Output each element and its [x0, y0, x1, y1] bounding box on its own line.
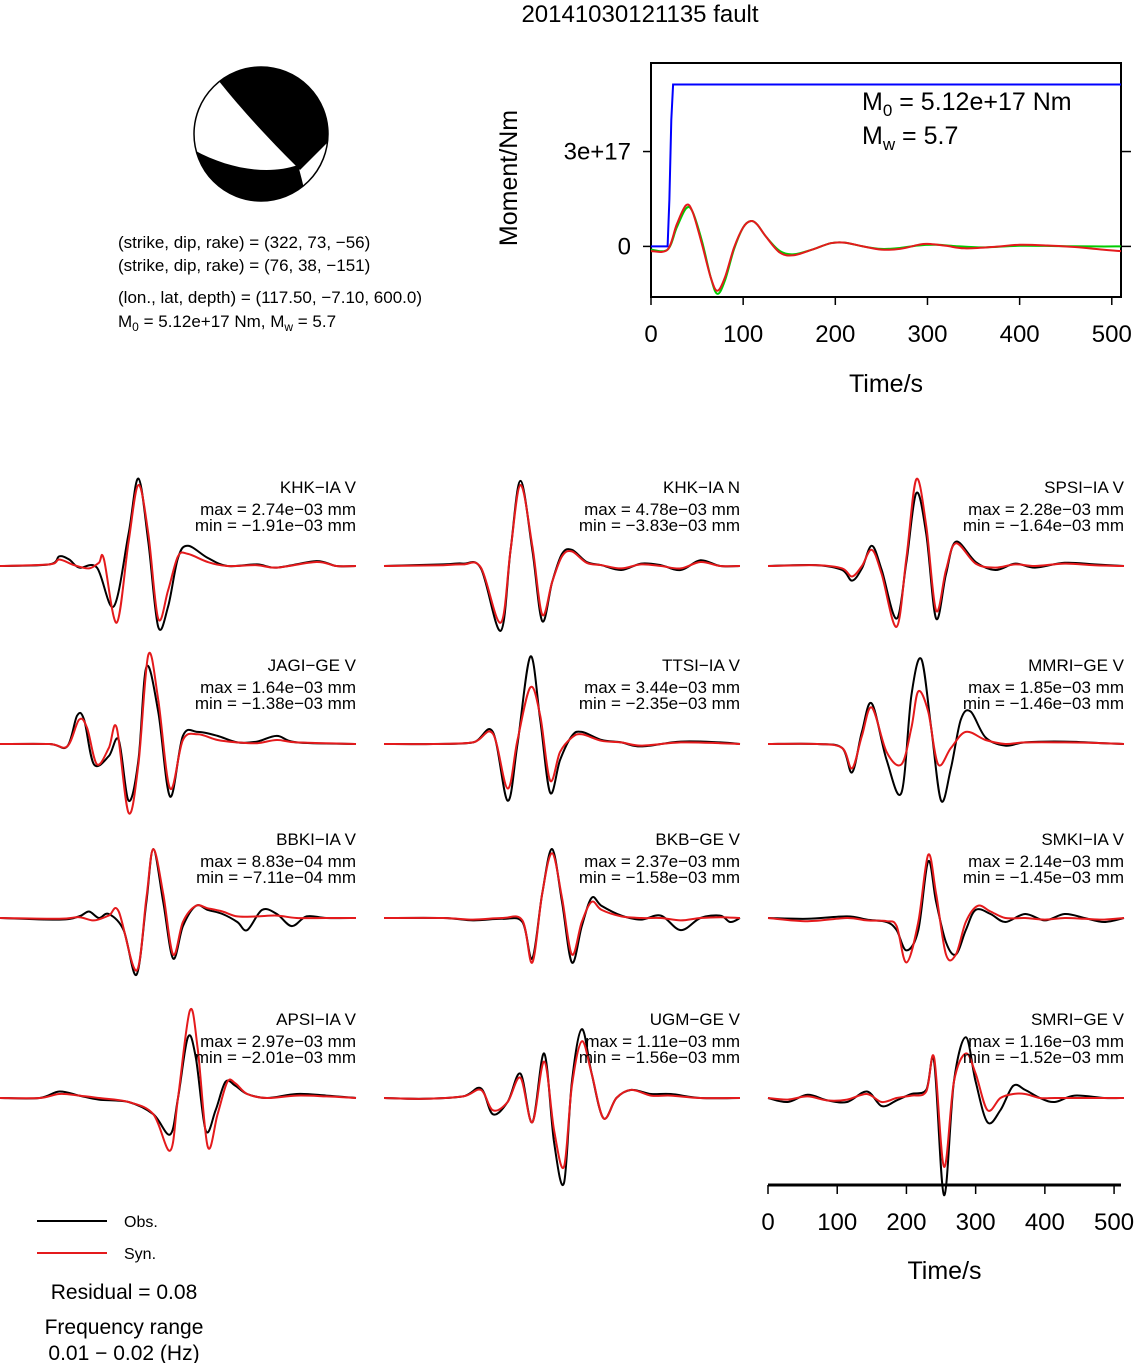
station-min: min = −3.83e−03 mm	[579, 516, 740, 535]
synthetic-trace	[767, 853, 1125, 964]
stf-x-tick-label: 0	[644, 321, 657, 348]
moment-text: M0 = 5.12e+17 Nm, Mw = 5.7	[118, 312, 336, 334]
stf-series-cumulative	[651, 83, 1121, 248]
station-name: BKB−GE V	[655, 830, 740, 849]
synthetic-trace	[383, 1040, 741, 1170]
synthetic-trace	[767, 477, 1125, 628]
moment-rate-chart: 0 100 200 300 400 500 0 3e+17 Time/s Moment/Nm M0 …	[495, 62, 1132, 398]
station-min: min = −1.45e−03 mm	[963, 868, 1124, 887]
station-min: min = −2.01e−03 mm	[195, 1048, 356, 1067]
station-max: max = 1.85e−03 mm	[968, 678, 1124, 697]
beachball	[193, 66, 329, 202]
stf-x-tick-label: 400	[1000, 321, 1040, 348]
station-min: min = −1.91e−03 mm	[195, 516, 356, 535]
station-min: min = −1.64e−03 mm	[963, 516, 1124, 535]
synthetic-trace	[0, 651, 357, 815]
figure-title: 20141030121135 fault	[521, 1, 758, 28]
station-name: UGM−GE V	[650, 1010, 741, 1029]
synthetic-trace	[0, 1007, 357, 1152]
synthetic-trace	[767, 1052, 1124, 1168]
station-name: SPSI−IA V	[1044, 478, 1125, 497]
synthetic-trace	[383, 483, 741, 624]
synthetic-trace	[0, 483, 357, 624]
frequency-range-label: Frequency range	[45, 1316, 204, 1339]
station-min: min = −7.11e−04 mm	[196, 868, 356, 887]
station-name: KHK−IA V	[280, 478, 357, 497]
waveform-x-tick-label: 400	[1025, 1209, 1065, 1236]
stf-plot-frame	[650, 62, 1122, 298]
stf-y-tick-label: 0	[618, 233, 631, 260]
stf-x-tick-label: 200	[815, 321, 855, 348]
waveform-x-tick-label: 500	[1094, 1209, 1134, 1236]
station-min: min = −1.52e−03 mm	[963, 1048, 1124, 1067]
station-name: KHK−IA N	[663, 478, 740, 497]
station-max: max = 4.78e−03 mm	[584, 500, 740, 519]
synthetic-trace	[383, 852, 741, 964]
station-name: APSI−IA V	[276, 1010, 357, 1029]
station-name: SMKI−IA V	[1041, 830, 1124, 849]
stf-y-axis-label: Moment/Nm	[495, 110, 523, 246]
stf-x-axis-label: Time/s	[849, 370, 923, 398]
waveform-x-axis-label: Time/s	[907, 1257, 981, 1285]
waveform-x-tick-label: 200	[886, 1209, 926, 1236]
station-max: max = 1.16e−03 mm	[968, 1032, 1124, 1051]
frequency-range-value: 0.01 − 0.02 (Hz)	[48, 1342, 199, 1363]
observed-trace	[383, 848, 741, 964]
legend: Obs. Syn.	[37, 1214, 158, 1263]
stf-series-rate_red	[650, 203, 1122, 292]
legend-syn-label: Syn.	[124, 1246, 156, 1263]
stf-mw-annotation: Mw = 5.7	[862, 122, 958, 154]
location-text: (lon., lat, depth) = (117.50, −7.10, 600…	[118, 288, 422, 307]
station-min: min = −2.35e−03 mm	[579, 694, 740, 713]
station-max: max = 2.14e−03 mm	[968, 852, 1124, 871]
station-max: max = 3.44e−03 mm	[584, 678, 740, 697]
stf-x-tick-label: 100	[723, 321, 763, 348]
station-name: MMRI−GE V	[1028, 656, 1125, 675]
synthetic-trace	[0, 848, 356, 972]
station-min: min = −1.58e−03 mm	[579, 868, 740, 887]
station-name: BBKI−IA V	[276, 830, 357, 849]
station-min: min = −1.46e−03 mm	[963, 694, 1124, 713]
residual-text: Residual = 0.08	[51, 1281, 198, 1304]
station-name: SMRI−GE V	[1031, 1010, 1125, 1029]
station-name: TTSI−IA V	[662, 656, 741, 675]
station-name: JAGI−GE V	[268, 656, 357, 675]
stf-x-tick-label: 300	[907, 321, 947, 348]
station-max: max = 2.28e−03 mm	[968, 500, 1124, 519]
waveform-x-tick-label: 100	[817, 1209, 857, 1236]
plane1-text: (strike, dip, rake) = (322, 73, −56)	[118, 233, 370, 252]
station-max: max = 2.37e−03 mm	[584, 852, 740, 871]
synthetic-trace	[383, 685, 741, 790]
station-max: max = 2.97e−03 mm	[200, 1032, 356, 1051]
station-min: min = −1.38e−03 mm	[195, 694, 356, 713]
beachball-compression-north	[218, 67, 328, 170]
waveform-x-tick-label: 0	[761, 1209, 774, 1236]
plane2-text: (strike, dip, rake) = (76, 38, −151)	[118, 256, 370, 275]
legend-obs-label: Obs.	[124, 1214, 158, 1231]
station-min: min = −1.56e−03 mm	[579, 1048, 740, 1067]
station-max: max = 2.74e−03 mm	[200, 500, 356, 519]
waveform-x-tick-label: 300	[956, 1209, 996, 1236]
station-max: max = 1.11e−03 mm	[585, 1032, 740, 1051]
station-max: max = 8.83e−04 mm	[200, 852, 356, 871]
stf-y-tick-label: 3e+17	[564, 139, 631, 166]
station-max: max = 1.64e−03 mm	[200, 678, 356, 697]
stf-m0-annotation: M0 = 5.12e+17 Nm	[862, 88, 1072, 120]
stf-x-tick-label: 500	[1092, 321, 1132, 348]
synthetic-trace	[767, 689, 1125, 770]
